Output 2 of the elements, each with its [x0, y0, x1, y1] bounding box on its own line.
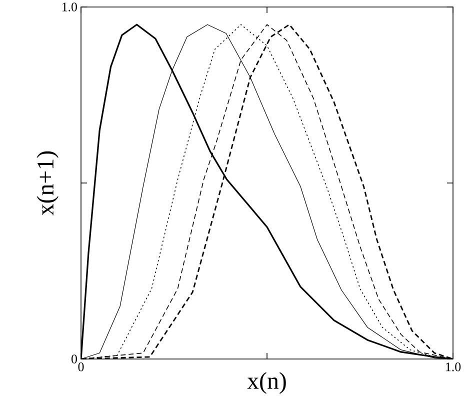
y-axis-title: x(n+1) [36, 151, 58, 216]
x-axis-title: x(n) [247, 372, 286, 394]
